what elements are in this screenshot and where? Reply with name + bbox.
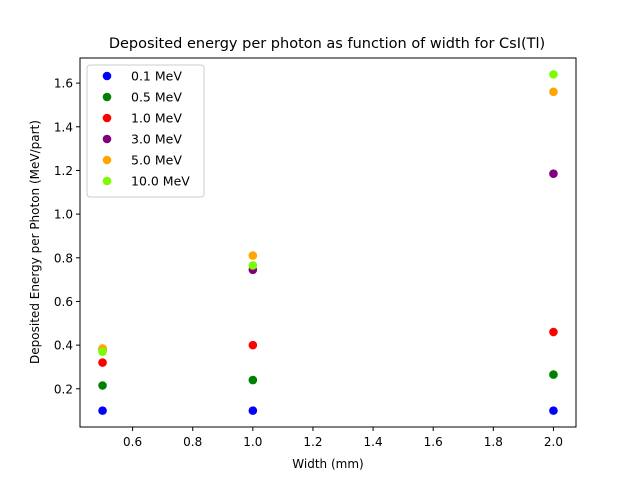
data-point <box>549 327 558 337</box>
x-tick-label: 1.6 <box>424 435 443 449</box>
data-point <box>98 406 107 415</box>
x-tick-label: 1.0 <box>243 435 262 449</box>
data-points <box>98 70 558 415</box>
legend-marker <box>102 155 112 165</box>
legend-entry-label: 0.5 MeV <box>131 90 182 105</box>
data-point <box>98 381 107 390</box>
data-point <box>248 340 258 350</box>
y-axis-ticks: 0.2 0.4 0.6 0.8 1.0 1.2 1.4 1.6 <box>54 77 80 396</box>
data-point <box>549 169 558 179</box>
legend-marker <box>102 176 112 186</box>
data-point <box>549 70 558 79</box>
y-tick-label: 0.2 <box>54 382 73 396</box>
legend-box <box>86 64 205 198</box>
y-tick-label: 1.4 <box>54 120 73 134</box>
x-tick-label: 1.8 <box>484 435 503 449</box>
legend-entry-label: 1.0 MeV <box>131 111 182 126</box>
legend-marker <box>102 92 112 102</box>
x-tick-label: 1.4 <box>364 435 383 449</box>
plot-frame <box>79 57 577 428</box>
legend: 0.1 MeV 0.5 MeV 1.0 MeV 3.0 MeV 5.0 MeV 10.0 … <box>86 64 205 198</box>
x-axis-ticks: 0.6 0.8 1.0 1.2 1.4 1.6 1.8 2.0 <box>123 427 563 449</box>
legend-marker <box>102 71 112 81</box>
x-tick-label: 0.6 <box>123 435 142 449</box>
data-point <box>98 358 107 367</box>
x-tick-label: 1.2 <box>303 435 322 449</box>
y-tick-label: 0.4 <box>54 339 73 353</box>
x-tick-label: 0.8 <box>183 435 202 449</box>
x-tick-label: 2.0 <box>544 435 563 449</box>
y-tick-label: 0.6 <box>54 295 73 309</box>
legend-entry-label: 3.0 MeV <box>131 132 182 147</box>
y-tick-label: 1.6 <box>54 77 73 91</box>
data-point <box>549 87 558 97</box>
legend-entry-label: 10.0 MeV <box>131 174 190 189</box>
legend-entry-label: 0.1 MeV <box>131 69 182 84</box>
data-point <box>248 251 258 260</box>
data-point <box>98 347 107 356</box>
legend-entry-label: 5.0 MeV <box>131 153 182 168</box>
data-point <box>248 261 258 270</box>
data-point <box>549 406 558 415</box>
legend-marker <box>102 113 112 123</box>
y-tick-label: 1.2 <box>54 164 73 178</box>
legend-marker <box>102 134 112 144</box>
data-point <box>248 375 258 385</box>
chart-title: Deposited energy per photon as function … <box>109 36 545 52</box>
data-point <box>248 406 258 415</box>
data-point <box>549 370 558 379</box>
x-axis-label: Width (mm) <box>292 457 363 471</box>
y-tick-label: 0.8 <box>54 251 73 265</box>
y-axis-label: Deposited Energy per Photon (MeV/part) <box>28 120 42 364</box>
y-tick-label: 1.0 <box>54 208 73 222</box>
